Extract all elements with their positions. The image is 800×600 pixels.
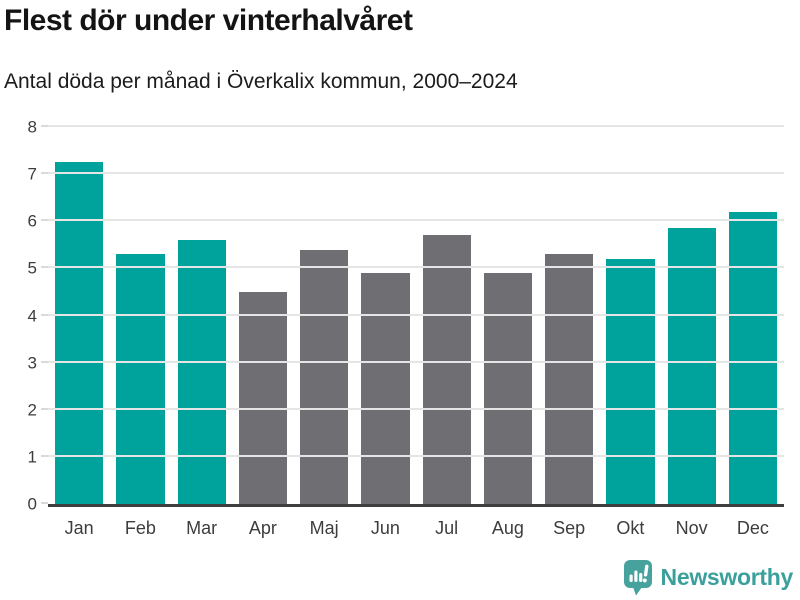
y-tick-8 <box>41 125 48 127</box>
chart-title: Flest dör under vinterhalvåret <box>4 4 413 37</box>
newsworthy-logo-icon <box>623 560 652 596</box>
x-axis-label-maj: Maj <box>309 518 339 538</box>
bar-feb <box>116 254 165 504</box>
gridline-1 <box>48 454 784 457</box>
x-axis-label-feb: Feb <box>124 518 156 538</box>
plot-area: 0 1 2 3 4 5 6 7 8 <box>28 119 784 513</box>
chart-subtitle: Antal döda per månad i Överkalix kommun,… <box>4 70 518 93</box>
gridline-3 <box>48 360 784 363</box>
x-axis-label-mar: Mar <box>186 518 218 538</box>
x-axis-label-jul: Jul <box>435 518 459 538</box>
y-tick-2 <box>41 407 48 410</box>
y-tick-0 <box>41 502 48 504</box>
y-axis-label-7: 7 <box>27 164 37 184</box>
bar-jan <box>55 162 104 504</box>
gridline-5 <box>48 266 784 269</box>
x-axis-label-nov: Nov <box>675 518 708 538</box>
y-axis-label-5: 5 <box>27 258 37 278</box>
y-axis-label-0: 0 <box>27 494 37 514</box>
y-axis-label-6: 6 <box>27 211 37 231</box>
y-tick-5 <box>41 266 48 269</box>
x-axis-label-okt: Okt <box>616 518 645 538</box>
x-axis-labels: Jan Feb Mar Apr Maj Jun Jul Aug Sep Okt Nov Dec <box>48 518 784 539</box>
x-axis-label-jan: Jan <box>64 518 94 538</box>
bar-mar <box>177 240 226 504</box>
y-tick-6 <box>41 219 48 222</box>
bar-sep <box>545 254 594 504</box>
x-axis-label-sep: Sep <box>553 518 586 538</box>
bar-maj <box>300 249 349 504</box>
y-tick-7 <box>41 172 48 175</box>
brand-name: Newsworthy <box>660 564 794 590</box>
y-axis-label-4: 4 <box>27 306 37 325</box>
y-axis-label-2: 2 <box>27 400 37 420</box>
bar-aug <box>483 273 532 504</box>
x-axis-label-jun: Jun <box>370 518 400 538</box>
bar-okt <box>606 258 655 504</box>
y-tick-1 <box>41 454 48 457</box>
gridline-4 <box>48 313 784 316</box>
y-axis-label-3: 3 <box>27 353 37 373</box>
gridline-7 <box>48 172 784 175</box>
y-axis-label-8: 8 <box>27 117 37 137</box>
bar-dec <box>728 211 777 504</box>
x-axis-label-apr: Apr <box>248 518 277 538</box>
x-axis-label-aug: Aug <box>491 518 524 538</box>
bar-jun <box>361 273 410 504</box>
bar-nov <box>667 228 716 504</box>
gridline-6 <box>48 219 784 222</box>
y-axis-label-1: 1 <box>27 447 37 467</box>
brand-footer: Newsworthy <box>623 559 793 596</box>
gridline-8 <box>48 125 784 127</box>
y-tick-3 <box>41 360 48 363</box>
gridline-2 <box>48 407 784 410</box>
bar-apr <box>238 291 287 504</box>
bars <box>48 127 784 504</box>
x-axis-label-dec: Dec <box>736 518 769 538</box>
y-tick-4 <box>41 313 48 316</box>
bar-jul <box>422 235 471 504</box>
